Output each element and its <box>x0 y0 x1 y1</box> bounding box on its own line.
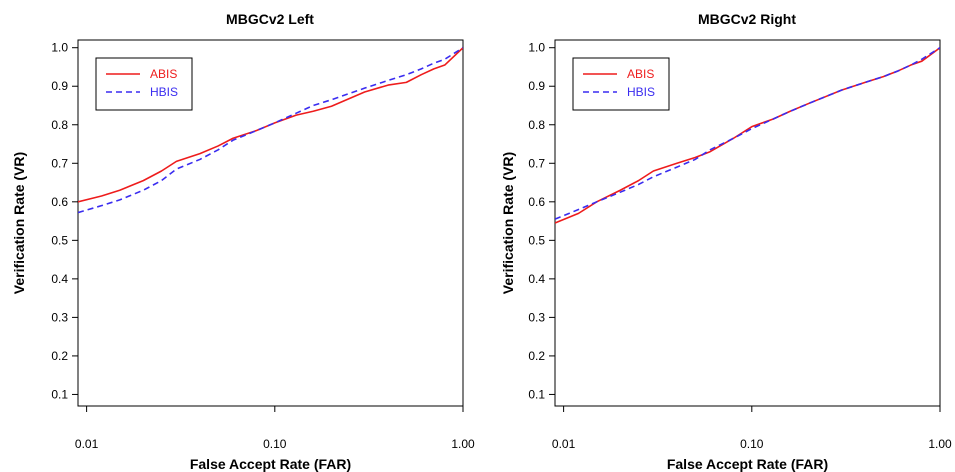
y-tick-label: 0.3 <box>51 310 68 324</box>
legend-box <box>572 57 670 111</box>
chart-title: MBGCv2 Left <box>226 11 314 27</box>
x-tick-label: 0.01 <box>552 437 576 451</box>
chart-title: MBGCv2 Right <box>698 11 796 27</box>
legend-label-abis: ABIS <box>150 67 177 81</box>
y-tick-label: 0.9 <box>528 79 545 93</box>
series-line-hbis <box>78 47 463 214</box>
x-tick-label: 0.01 <box>75 437 99 451</box>
x-tick-label: 1.00 <box>451 437 475 451</box>
y-tick-label: 0.8 <box>528 118 545 132</box>
y-tick-label: 0.5 <box>51 233 68 247</box>
x-axis: 0.01 0.10 1.00 <box>552 406 952 451</box>
y-tick-label: 0.1 <box>51 387 68 401</box>
legend-label-hbis: HBIS <box>150 85 178 99</box>
y-tick-label: 0.2 <box>528 349 545 363</box>
x-axis-label: False Accept Rate (FAR) <box>667 456 828 472</box>
y-tick-label: 0.5 <box>528 233 545 247</box>
legend-label-abis: ABIS <box>627 67 654 81</box>
legend: ABIS HBIS <box>572 57 670 111</box>
x-tick-label: 0.10 <box>263 437 287 451</box>
series-line-abis <box>555 47 940 224</box>
y-tick-label: 0.7 <box>51 156 68 170</box>
y-tick-label: 0.2 <box>51 349 68 363</box>
x-tick-label: 1.00 <box>928 437 952 451</box>
x-tick-label: 0.10 <box>740 437 764 451</box>
chart-panel-1: MBGCv2 Left 0.1 0.2 0.3 0.4 0.5 0.6 0.7 0.8 0.9 1.… <box>11 11 475 472</box>
y-tick-label: 0.4 <box>528 272 545 286</box>
y-tick-label: 1.0 <box>51 41 68 55</box>
chart-panel-2: MBGCv2 Right 0.1 0.2 0.3 0.4 0.5 0.6 0.7 0.8 0.9 1… <box>500 11 952 472</box>
x-axis: 0.01 0.10 1.00 <box>75 406 475 451</box>
legend-box <box>95 57 193 111</box>
y-tick-label: 0.9 <box>51 79 68 93</box>
plot-frame <box>77 39 464 407</box>
x-axis-label: False Accept Rate (FAR) <box>190 456 351 472</box>
y-axis: 0.1 0.2 0.3 0.4 0.5 0.6 0.7 0.8 0.9 1.0 <box>51 41 78 401</box>
legend-label-hbis: HBIS <box>627 85 655 99</box>
y-axis: 0.1 0.2 0.3 0.4 0.5 0.6 0.7 0.8 0.9 1.0 <box>528 41 555 401</box>
y-tick-label: 0.4 <box>51 272 68 286</box>
y-axis-label: Verification Rate (VR) <box>500 152 516 294</box>
y-tick-label: 1.0 <box>528 41 545 55</box>
y-tick-label: 0.8 <box>51 118 68 132</box>
y-tick-label: 0.1 <box>528 387 545 401</box>
y-tick-label: 0.7 <box>528 156 545 170</box>
y-tick-label: 0.6 <box>528 195 545 209</box>
series-line-abis <box>78 47 463 203</box>
y-tick-label: 0.3 <box>528 310 545 324</box>
y-axis-label: Verification Rate (VR) <box>11 152 27 294</box>
legend: ABIS HBIS <box>95 57 193 111</box>
y-tick-label: 0.6 <box>51 195 68 209</box>
